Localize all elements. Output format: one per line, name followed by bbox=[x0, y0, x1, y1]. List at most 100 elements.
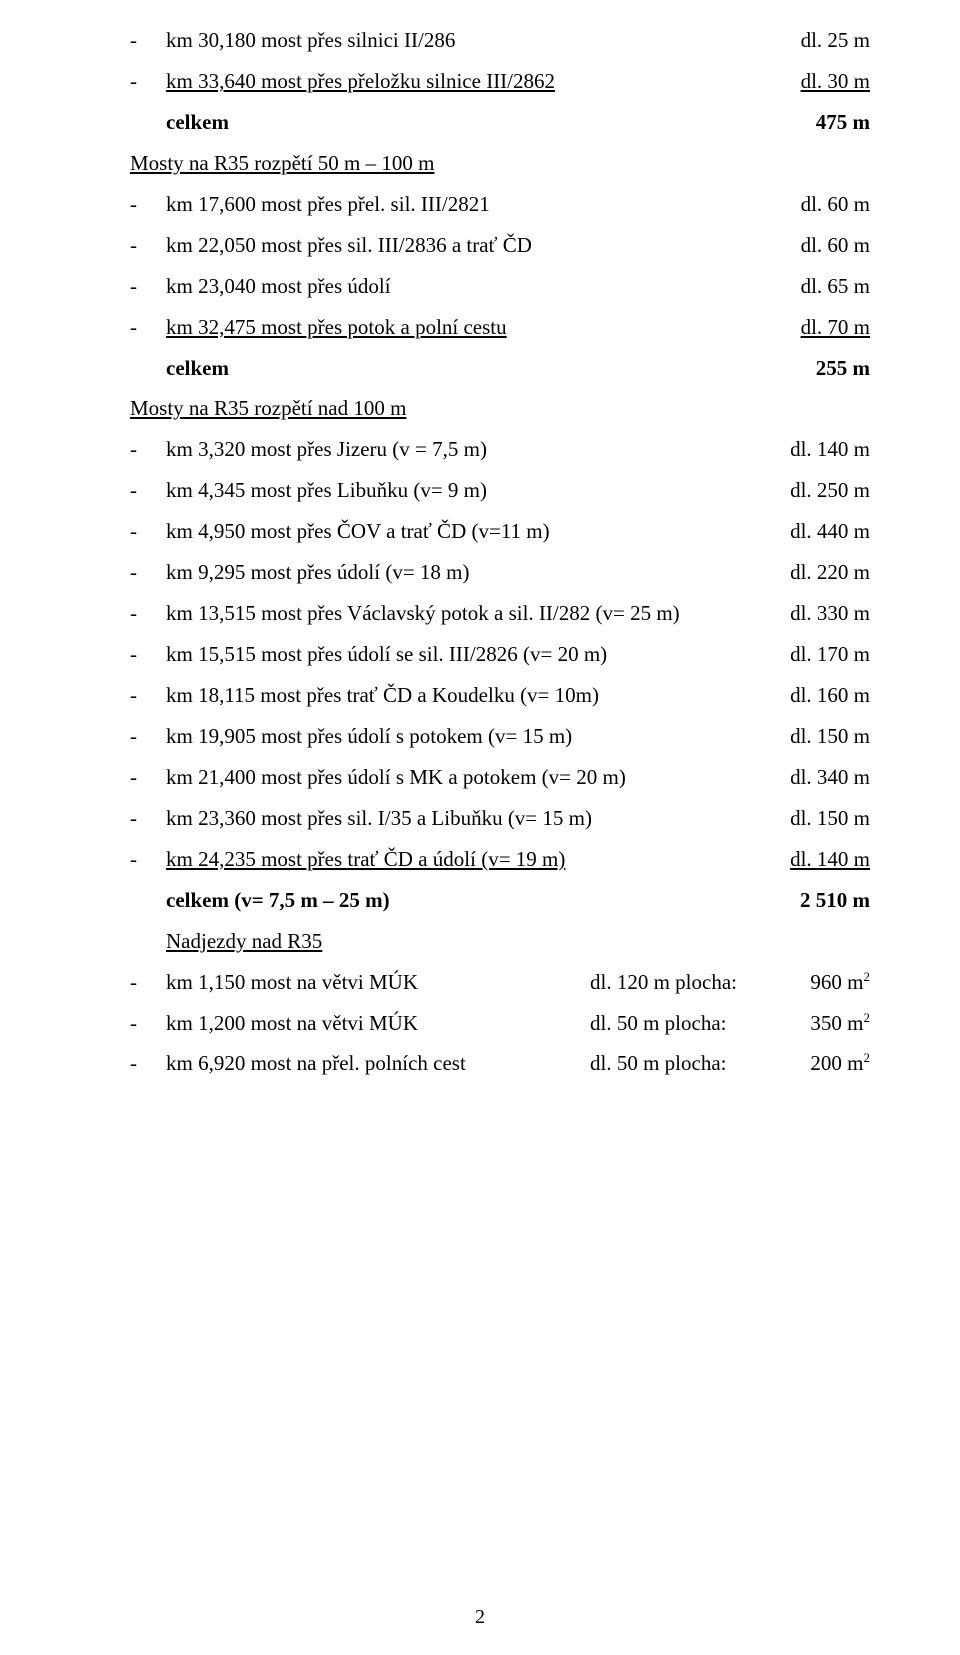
list-item: -km 6,920 most na přel. polních cestdl. … bbox=[130, 1043, 870, 1084]
list-item-label: km 3,320 most přes Jizeru (v = 7,5 m) bbox=[166, 429, 780, 470]
list-item: -km 23,360 most přes sil. I/35 a Libuňku… bbox=[130, 798, 870, 839]
dash-icon: - bbox=[130, 470, 166, 511]
dash-icon: - bbox=[130, 1043, 166, 1084]
list-item-value: dl. 140 m bbox=[780, 429, 870, 470]
list-item-label: km 18,115 most přes trať ČD a Koudelku (… bbox=[166, 675, 780, 716]
list-item-label: km 23,040 most přes údolí bbox=[166, 266, 791, 307]
list-item-value: 200 m2 bbox=[780, 1043, 870, 1084]
list-item-value: dl. 150 m bbox=[780, 798, 870, 839]
list-item-value: dl. 340 m bbox=[780, 757, 870, 798]
section3-title: Mosty na R35 rozpětí nad 100 m bbox=[130, 388, 870, 429]
list-item-value: dl. 440 m bbox=[780, 511, 870, 552]
list-item: -km 30,180 most přes silnici II/286dl. 2… bbox=[130, 20, 870, 61]
list-item: -km 21,400 most přes údolí s MK a potoke… bbox=[130, 757, 870, 798]
group2-total-value: 255 m bbox=[816, 348, 870, 389]
list-item-mid: dl. 50 m plocha: bbox=[590, 1043, 780, 1084]
group1-total-value: 475 m bbox=[816, 102, 870, 143]
dash-icon: - bbox=[130, 511, 166, 552]
dash-icon: - bbox=[130, 61, 166, 102]
dash-icon: - bbox=[130, 225, 166, 266]
dash-icon: - bbox=[130, 634, 166, 675]
list-item-label: km 21,400 most přes údolí s MK a potokem… bbox=[166, 757, 780, 798]
nadjezdy-list: -km 1,150 most na větvi MÚKdl. 120 m plo… bbox=[130, 962, 870, 1085]
dash-icon: - bbox=[130, 1003, 166, 1044]
group2-total-row: celkem 255 m bbox=[130, 348, 870, 389]
dash-icon: - bbox=[130, 716, 166, 757]
list-item: -km 1,200 most na větvi MÚKdl. 50 m ploc… bbox=[130, 1003, 870, 1044]
list-item-label: km 9,295 most přes údolí (v= 18 m) bbox=[166, 552, 780, 593]
list-item-label: km 13,515 most přes Václavský potok a si… bbox=[166, 593, 780, 634]
list-item: -km 3,320 most přes Jizeru (v = 7,5 m)dl… bbox=[130, 429, 870, 470]
dash-icon: - bbox=[130, 429, 166, 470]
group1: -km 30,180 most přes silnici II/286dl. 2… bbox=[130, 20, 870, 102]
list-item-value: dl. 140 m bbox=[780, 839, 870, 880]
list-item-value: dl. 150 m bbox=[780, 716, 870, 757]
list-item-label: km 23,360 most přes sil. I/35 a Libuňku … bbox=[166, 798, 780, 839]
group3-total-label: celkem (v= 7,5 m – 25 m) bbox=[166, 880, 390, 921]
list-item-label: km 22,050 most přes sil. III/2836 a trať… bbox=[166, 225, 791, 266]
list-item-label: km 4,950 most přes ČOV a trať ČD (v=11 m… bbox=[166, 511, 780, 552]
list-item: -km 33,640 most přes přeložku silnice II… bbox=[130, 61, 870, 102]
list-item-label: km 1,150 most na větvi MÚK bbox=[166, 962, 590, 1003]
list-item: -km 4,950 most přes ČOV a trať ČD (v=11 … bbox=[130, 511, 870, 552]
group1-total-label: celkem bbox=[166, 102, 229, 143]
list-item-label: km 33,640 most přes přeložku silnice III… bbox=[166, 61, 791, 102]
list-item-label: km 6,920 most na přel. polních cest bbox=[166, 1043, 590, 1084]
list-item-value: dl. 250 m bbox=[780, 470, 870, 511]
group3-total-row: celkem (v= 7,5 m – 25 m) 2 510 m bbox=[130, 880, 870, 921]
group3-total-value: 2 510 m bbox=[800, 880, 870, 921]
list-item-label: km 1,200 most na větvi MÚK bbox=[166, 1003, 590, 1044]
list-item-mid: dl. 120 m plocha: bbox=[590, 962, 780, 1003]
dash-icon: - bbox=[130, 266, 166, 307]
document-page: -km 30,180 most přes silnici II/286dl. 2… bbox=[0, 0, 960, 1655]
list-item: -km 18,115 most přes trať ČD a Koudelku … bbox=[130, 675, 870, 716]
list-item-label: km 15,515 most přes údolí se sil. III/28… bbox=[166, 634, 780, 675]
section3-title-text: Mosty na R35 rozpětí nad 100 m bbox=[130, 396, 406, 420]
list-item-value: dl. 220 m bbox=[780, 552, 870, 593]
dash-icon: - bbox=[130, 757, 166, 798]
list-item: -km 9,295 most přes údolí (v= 18 m)dl. 2… bbox=[130, 552, 870, 593]
list-item: -km 17,600 most přes přel. sil. III/2821… bbox=[130, 184, 870, 225]
list-item: -km 22,050 most přes sil. III/2836 a tra… bbox=[130, 225, 870, 266]
dash-icon: - bbox=[130, 552, 166, 593]
list-item: -km 24,235 most přes trať ČD a údolí (v=… bbox=[130, 839, 870, 880]
dash-icon: - bbox=[130, 839, 166, 880]
list-item-label: km 30,180 most přes silnici II/286 bbox=[166, 20, 791, 61]
list-item-label: km 24,235 most přes trať ČD a údolí (v= … bbox=[166, 839, 780, 880]
dash-icon: - bbox=[130, 593, 166, 634]
dash-icon: - bbox=[130, 675, 166, 716]
list-item: -km 15,515 most přes údolí se sil. III/2… bbox=[130, 634, 870, 675]
section2-title: Mosty na R35 rozpětí 50 m – 100 m bbox=[130, 143, 870, 184]
list-item: -km 1,150 most na větvi MÚKdl. 120 m plo… bbox=[130, 962, 870, 1003]
group1-total-row: celkem 475 m bbox=[130, 102, 870, 143]
list-item-value: dl. 30 m bbox=[791, 61, 870, 102]
section2-title-text: Mosty na R35 rozpětí 50 m – 100 m bbox=[130, 151, 434, 175]
list-item-value: dl. 65 m bbox=[791, 266, 870, 307]
dash-icon: - bbox=[130, 307, 166, 348]
list-item: -km 23,040 most přes údolídl. 65 m bbox=[130, 266, 870, 307]
group2-total-label: celkem bbox=[166, 348, 229, 389]
list-item-value: dl. 60 m bbox=[791, 184, 870, 225]
list-item: -km 4,345 most přes Libuňku (v= 9 m)dl. … bbox=[130, 470, 870, 511]
list-item-value: 960 m2 bbox=[780, 962, 870, 1003]
list-item-value: dl. 70 m bbox=[791, 307, 870, 348]
list-item-label: km 17,600 most přes přel. sil. III/2821 bbox=[166, 184, 791, 225]
dash-icon: - bbox=[130, 20, 166, 61]
list-item-label: km 32,475 most přes potok a polní cestu bbox=[166, 307, 791, 348]
group2: -km 17,600 most přes přel. sil. III/2821… bbox=[130, 184, 870, 348]
list-item-label: km 19,905 most přes údolí s potokem (v= … bbox=[166, 716, 780, 757]
list-item-mid: dl. 50 m plocha: bbox=[590, 1003, 780, 1044]
group3: -km 3,320 most přes Jizeru (v = 7,5 m)dl… bbox=[130, 429, 870, 879]
page-number: 2 bbox=[0, 1598, 960, 1637]
list-item-value: dl. 160 m bbox=[780, 675, 870, 716]
dash-icon: - bbox=[130, 184, 166, 225]
list-item: -km 19,905 most přes údolí s potokem (v=… bbox=[130, 716, 870, 757]
list-item-value: dl. 60 m bbox=[791, 225, 870, 266]
nadjezdy-title: Nadjezdy nad R35 bbox=[130, 921, 870, 962]
list-item: -km 32,475 most přes potok a polní cestu… bbox=[130, 307, 870, 348]
dash-icon: - bbox=[130, 962, 166, 1003]
list-item: -km 13,515 most přes Václavský potok a s… bbox=[130, 593, 870, 634]
list-item-value: 350 m2 bbox=[780, 1003, 870, 1044]
dash-icon: - bbox=[130, 798, 166, 839]
list-item-value: dl. 170 m bbox=[780, 634, 870, 675]
